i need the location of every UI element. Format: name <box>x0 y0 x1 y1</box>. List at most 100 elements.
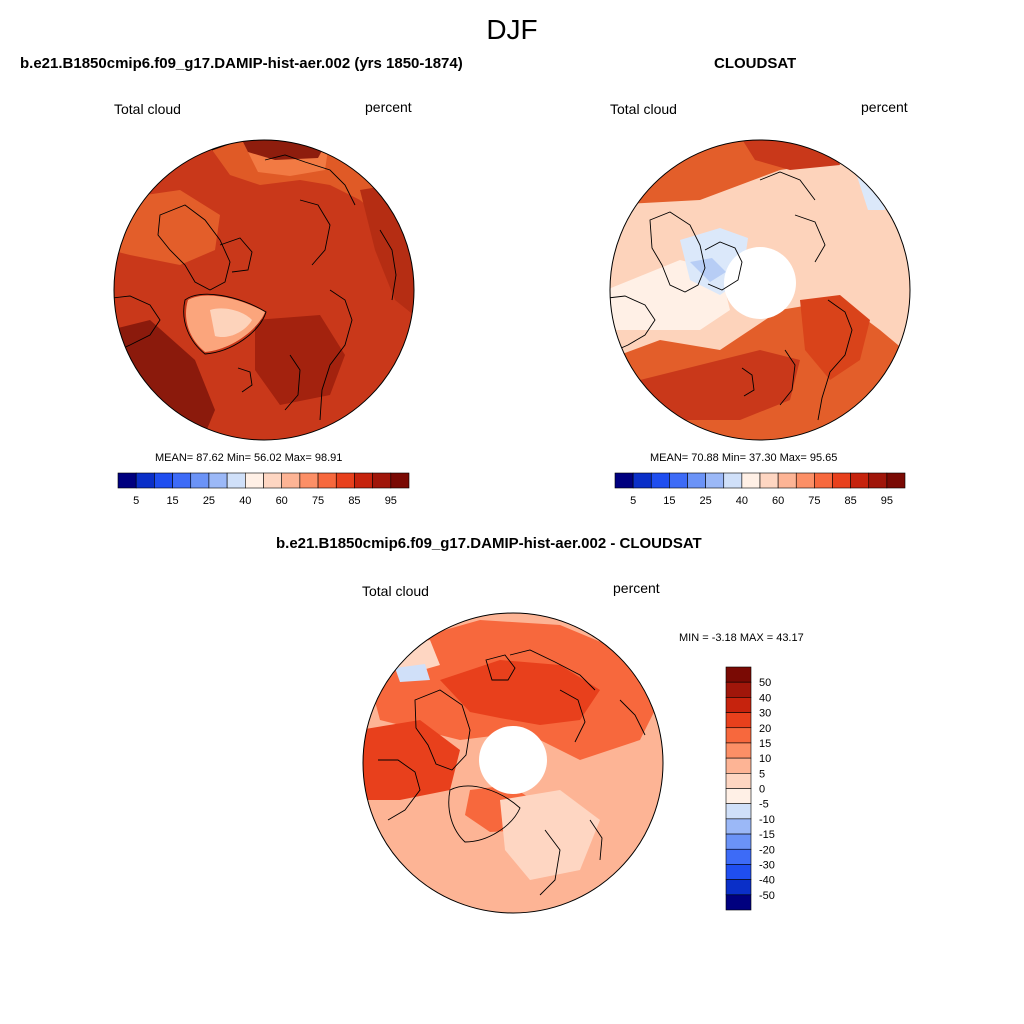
panel3-colorbar-tick-label: 40 <box>759 692 771 704</box>
panel1-colorbar-tick-label: 85 <box>348 495 360 507</box>
panel2-stats: MEAN= 70.88 Min= 37.30 Max= 95.65 <box>650 452 838 464</box>
panel3-colorbar-box-12 <box>725 848 752 865</box>
panel1-colorbar-tick-label: 15 <box>166 495 178 507</box>
panel1-colorbar-tick-label: 25 <box>203 495 215 507</box>
panel2-colorbar-box-15 <box>886 472 906 489</box>
panel1-colorbar-box-9 <box>281 472 301 489</box>
panel3-field-north-dark <box>440 660 600 725</box>
panel3-map-border <box>362 612 664 914</box>
panel2-colorbar-box-2 <box>650 472 670 489</box>
panel2-colorbar-box-4 <box>687 472 706 489</box>
panel2-map-border <box>609 139 911 441</box>
panel3-colorbar-box-11 <box>725 833 752 850</box>
panel1-colorbar-tick-label: 75 <box>312 495 324 507</box>
panel3-title: b.e21.B1850cmip6.f09_g17.DAMIP-hist-aer.… <box>276 535 702 552</box>
panel3-colorbar-tick-label: 5 <box>759 768 765 780</box>
panel1-colorbar-box-8 <box>263 472 282 489</box>
panel3-colorbar-box-1 <box>725 681 752 698</box>
panel2-colorbar-box-0 <box>614 472 634 489</box>
panel2-colorbar-box-5 <box>705 472 725 489</box>
panel2-colorbar-tick-label: 95 <box>881 495 893 507</box>
panel3-colorbar-tick-label: -5 <box>759 799 769 811</box>
panel1-field-center-dark <box>255 315 345 405</box>
panel3-colorbar-tick-label: 15 <box>759 738 771 750</box>
panel3-map <box>362 612 664 914</box>
panel1-colorbar-box-10 <box>299 472 319 489</box>
panel1-right-label: percent <box>365 99 412 115</box>
panel3-colorbar-box-13 <box>725 864 752 880</box>
panel1-coastlines <box>114 141 397 421</box>
panel1-colorbar-box-12 <box>335 472 355 489</box>
panel1-colorbar-box-15 <box>390 472 410 489</box>
panel2-colorbar-tick-label: 75 <box>808 495 820 507</box>
panel3-field-south-pale <box>500 790 600 880</box>
panel2-field-south-dark <box>640 350 800 420</box>
panel3-colorbar-tick-label: 0 <box>759 784 765 796</box>
panel1-colorbar-box-6 <box>226 472 246 489</box>
panel3-colorbar-box-3 <box>725 712 752 729</box>
panel1-colorbar-box-2 <box>154 472 173 489</box>
panel3-field-west-dark <box>363 720 460 800</box>
panel3-colorbar-box-2 <box>725 697 752 713</box>
panel2-map <box>609 139 911 441</box>
panel3-colorbar-tick-label: 10 <box>759 753 771 765</box>
panel3-colorbar-box-6 <box>725 757 752 774</box>
panel3-right-label: percent <box>613 580 660 596</box>
panel1-colorbar-box-13 <box>354 472 373 489</box>
panel1-colorbar-box-1 <box>135 472 155 489</box>
panel3-colorbar-tick-label: -15 <box>759 829 775 841</box>
panel1-map-border <box>113 139 415 441</box>
panel1-colorbar-tick-label: 60 <box>276 495 288 507</box>
panel2-colorbar: 5 15 25 40 60 75 85 95 <box>614 472 906 507</box>
panel1-colorbar-tick-label: 40 <box>239 495 251 507</box>
panel2-colorbar-box-9 <box>777 472 797 489</box>
panel2-left-label: Total cloud <box>610 101 677 117</box>
panel3-colorbar-box-9 <box>725 803 752 820</box>
panel2-colorbar-tick-label: 60 <box>772 495 784 507</box>
panel2-right-label: percent <box>861 99 908 115</box>
panel3-colorbar-box-8 <box>725 788 752 804</box>
panel3-colorbar-tick-label: -40 <box>759 875 775 887</box>
panel3-colorbar-tick-label: -10 <box>759 814 775 826</box>
panel1-colorbar-box-3 <box>172 472 192 489</box>
panel1-colorbar-tick-label: 5 <box>133 495 139 507</box>
panel2-colorbar-tick-label: 5 <box>630 495 636 507</box>
panel2-colorbar-box-8 <box>759 472 779 489</box>
panel2-colorbar-tick-label: 85 <box>845 495 857 507</box>
panel2-colorbar-box-10 <box>795 472 815 489</box>
panel3-colorbar-box-15 <box>725 894 752 911</box>
panel3-colorbar-tick-label: 20 <box>759 723 771 735</box>
panel2-colorbar-box-13 <box>850 472 870 489</box>
panel3-colorbar-box-4 <box>725 727 752 744</box>
panel1-colorbar-box-5 <box>208 472 228 489</box>
panel3-colorbar-box-0 <box>725 666 752 683</box>
panel3-field-icy-sliver <box>395 664 430 682</box>
panel2-colorbar-tick-label: 15 <box>663 495 675 507</box>
panel3-polar-hole <box>479 726 547 794</box>
panel1-colorbar-box-0 <box>117 472 137 489</box>
panel2-polar-hole <box>724 247 796 319</box>
panel2-colorbar-box-14 <box>868 472 888 489</box>
panel1-field-greenland-pale <box>210 308 252 338</box>
panel3-colorbar-box-5 <box>725 742 752 759</box>
panel3-colorbar-tick-label: -30 <box>759 859 775 871</box>
panel2-colorbar-box-12 <box>832 472 851 489</box>
panel1-colorbar: 5 15 25 40 60 75 85 95 <box>117 472 410 507</box>
panel3-coastlines <box>378 649 646 896</box>
panel3-left-label: Total cloud <box>362 583 429 599</box>
panel3-colorbar-box-14 <box>725 879 752 896</box>
panel2-coastlines <box>610 140 853 421</box>
panel3-colorbar-tick-label: -50 <box>759 890 775 902</box>
panel1-colorbar-box-14 <box>372 472 392 489</box>
panel3-colorbar-tick-label: 30 <box>759 708 771 720</box>
panel1-colorbar-box-11 <box>317 472 337 489</box>
panel1-stats: MEAN= 87.62 Min= 56.02 Max= 98.91 <box>155 452 343 464</box>
panel1-colorbar-tick-label: 95 <box>385 495 397 507</box>
panel2-colorbar-box-6 <box>723 472 743 489</box>
panel2-colorbar-tick-label: 40 <box>736 495 748 507</box>
panel1-colorbar-box-7 <box>245 472 264 489</box>
panel2-colorbar-box-3 <box>669 472 688 489</box>
panel3-colorbar-tick-label: 50 <box>759 677 771 689</box>
